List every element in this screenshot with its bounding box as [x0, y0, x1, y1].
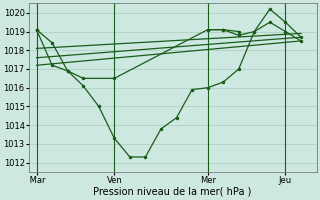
- X-axis label: Pression niveau de la mer( hPa ): Pression niveau de la mer( hPa ): [93, 187, 252, 197]
